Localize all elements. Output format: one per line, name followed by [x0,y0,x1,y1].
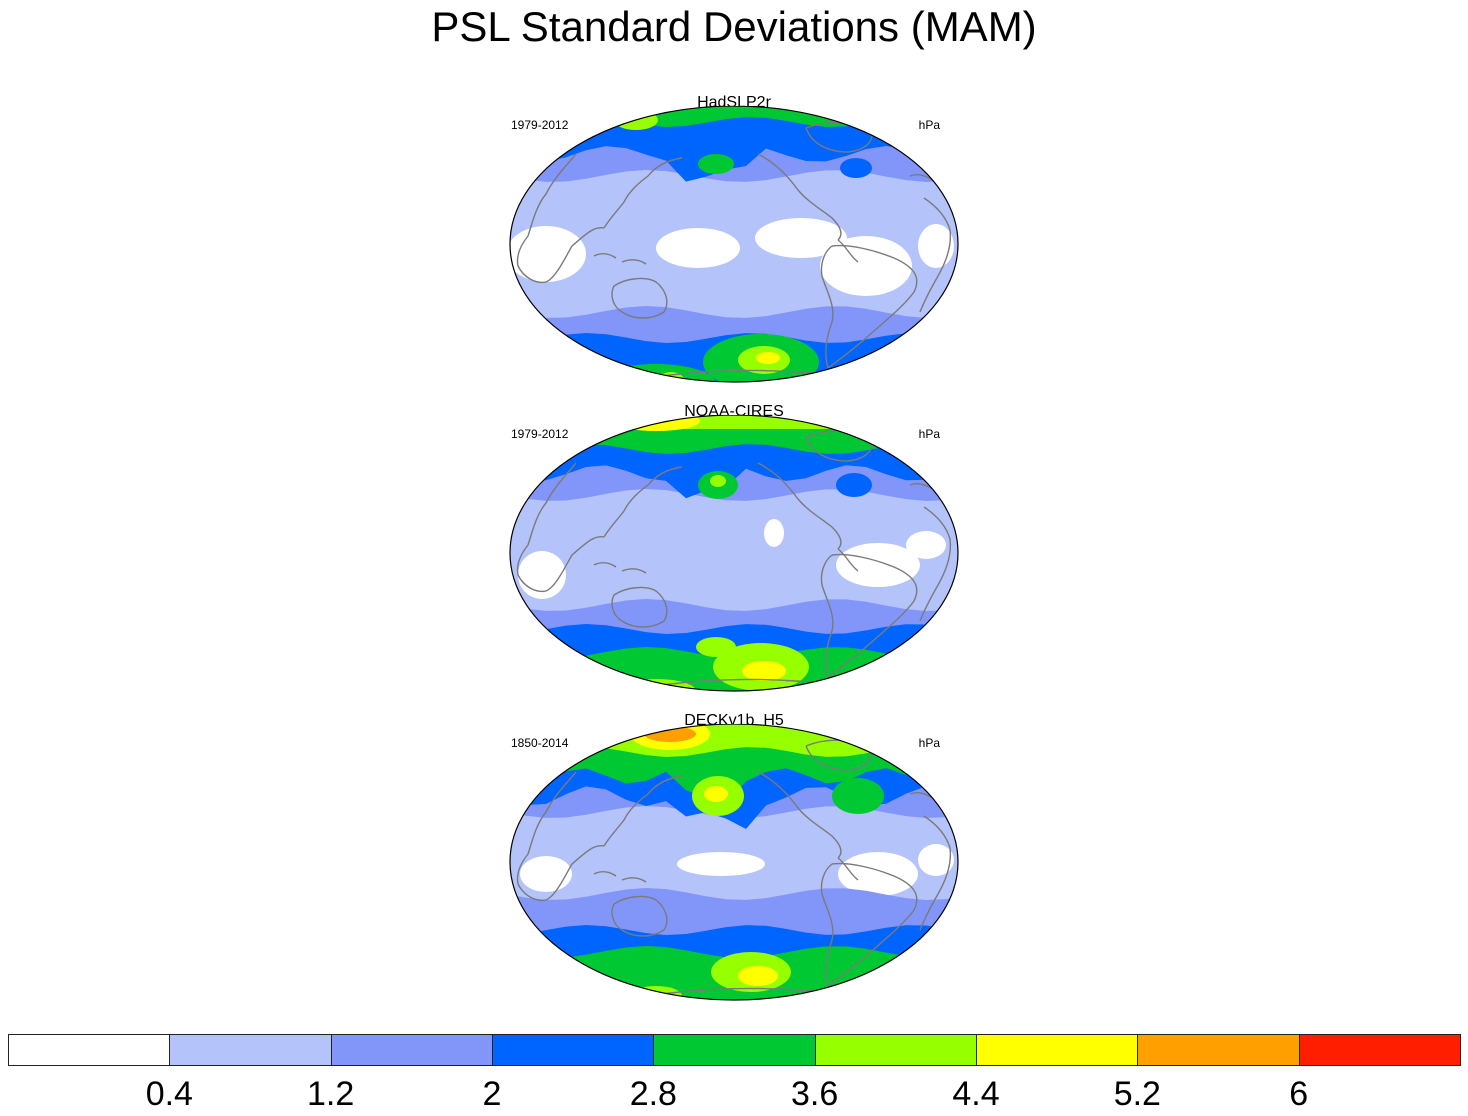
contour-blob [696,637,736,657]
contour-blob [836,543,920,587]
coastline [757,771,842,859]
map-border [509,724,959,1001]
contour-blob [656,228,740,268]
coastline [919,506,952,622]
map-border [509,415,959,692]
colorbar-box [8,1034,171,1066]
coastline [611,277,668,319]
coastline [820,554,834,678]
contour-blob [918,224,954,268]
coastline [603,157,683,229]
coastline [827,553,918,678]
contour-blob [755,218,847,258]
contour-blob [838,852,918,896]
contour-blob [764,519,784,547]
map-border [509,106,959,383]
coastline [919,815,952,931]
coastline [805,121,873,153]
contour-blob [918,844,954,876]
contour-blob [520,856,572,892]
figure-title: PSL Standard Deviations (MAM) [431,3,1037,50]
coastline [820,863,834,987]
coastline [603,466,683,538]
colorbar-tick-label: 4.4 [952,1075,1000,1113]
coastline [517,227,605,284]
coastline [757,462,842,550]
colorbar-tick-label: 5.2 [1113,1075,1161,1113]
contour-blob [820,236,912,296]
coastline [827,244,918,369]
colorbar-box [976,1034,1139,1066]
contour-blob [832,778,884,814]
coastline [517,536,605,593]
panel-units: hPa [918,118,940,132]
coastline [805,430,873,462]
colorbar-tick-label: 1.2 [307,1075,355,1113]
contour-band [510,415,958,429]
coastline [919,197,952,313]
map-plot [509,106,959,383]
colorbar-box [653,1034,816,1066]
colorbar-box [814,1034,977,1066]
colorbar-tick-label: 0.4 [145,1075,193,1113]
map-panel-deckv1b-h5: DECKv1b_H5 1850-2014 hPa [506,712,962,1012]
contour-blob [906,531,946,559]
coastline [516,771,577,885]
coastline [820,245,834,369]
coastline [517,845,605,902]
panel-units: hPa [918,736,940,750]
coastline [611,586,668,628]
coastline [837,548,859,572]
contour-blob [738,966,778,986]
coastline [837,239,859,263]
contour-blob [510,226,586,282]
coastline [621,568,647,574]
panel-years: 1979-2012 [511,118,569,132]
coastline [593,871,617,877]
colorbar-box [169,1034,332,1066]
colorbar-tick-label: 2.8 [629,1075,677,1113]
colorbar-tick-label: 3.6 [791,1075,839,1113]
contour-blob [677,852,765,876]
contour-blob [756,352,780,364]
coastline [593,253,617,259]
coastline [611,895,668,937]
contour-blob [518,551,566,599]
panel-units: hPa [918,427,940,441]
coastline [621,877,647,883]
coastline [516,462,577,576]
coastline [837,857,859,881]
coastline [516,153,577,267]
coastline [805,739,873,771]
contour-blob [840,158,872,178]
colorbar-box [1137,1034,1300,1066]
map-plot [509,415,959,692]
colorbar [8,1034,1461,1068]
coastlines [516,739,952,1000]
map-plot [509,724,959,1001]
contour-blob [710,475,726,487]
contour-blob [704,786,728,802]
map-panel-hadslp2r: HadSLP2r 1979-2012 hPa [506,94,962,394]
coastline [757,153,842,241]
colorbar-tick-label: 2 [482,1075,502,1113]
colorbar-box [330,1034,493,1066]
panel-years: 1850-2014 [511,736,569,750]
panel-years: 1979-2012 [511,427,569,441]
colorbar-box [1298,1034,1461,1066]
coastline [621,259,647,265]
coastline [827,862,918,987]
coastline [603,775,683,847]
contour-blob [630,986,682,1000]
contour-blob [742,661,786,681]
contour-blob [836,473,872,497]
colorbar-tick-label: 6 [1289,1075,1309,1113]
contour-blob [698,154,734,174]
coastline [593,562,617,568]
colorbar-box [492,1034,655,1066]
map-panel-noaa-cires: NOAA-CIRES 1979-2012 hPa [506,403,962,703]
